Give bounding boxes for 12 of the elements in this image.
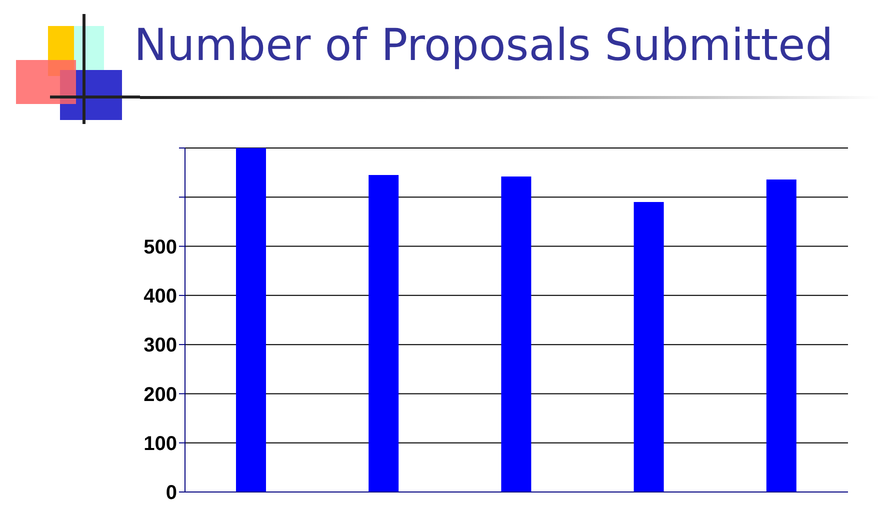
y-tick-label: 200 [144, 384, 177, 406]
bar [368, 175, 399, 492]
bar [501, 176, 532, 492]
y-tick-label: 400 [144, 286, 177, 308]
bar [634, 202, 664, 492]
chart-title: Number of Proposals Submitted [134, 20, 834, 71]
bar [236, 148, 266, 492]
y-tick-label: 100 [144, 432, 177, 455]
y-tick-label: 500 [144, 236, 177, 258]
y-tick-label: 0 [166, 482, 177, 504]
bar [766, 179, 796, 492]
y-tick-label: 300 [144, 334, 177, 357]
